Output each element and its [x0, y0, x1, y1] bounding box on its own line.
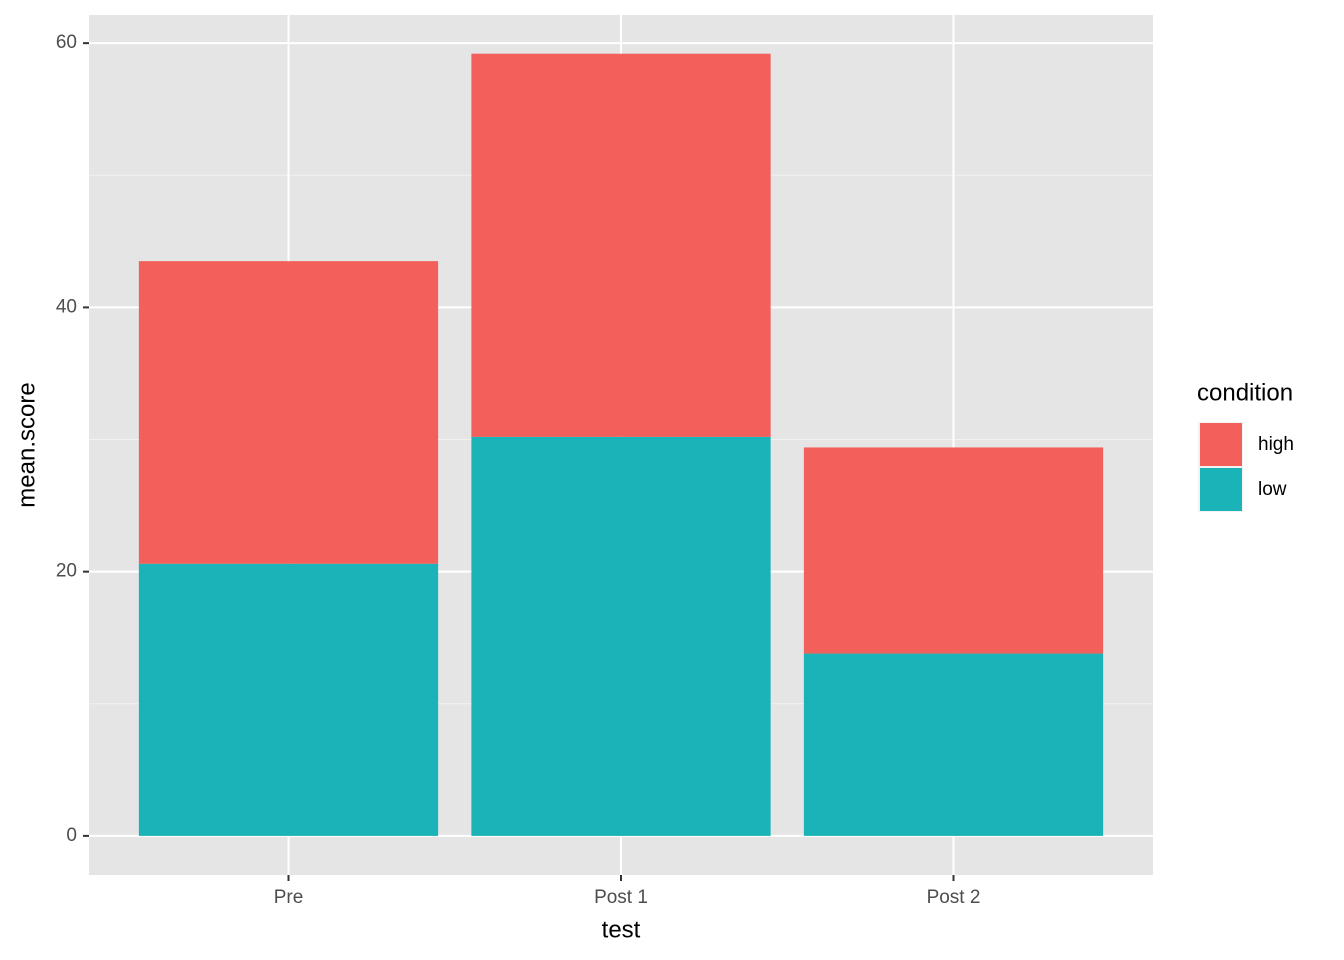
- legend-label: low: [1258, 479, 1287, 500]
- x-tick-label: Post 2: [927, 887, 981, 908]
- legend-title: condition: [1197, 379, 1293, 406]
- x-tick-label: Post 1: [594, 887, 648, 908]
- x-tick-label: Pre: [274, 887, 304, 908]
- bar-segment: [138, 563, 439, 836]
- bar-segment: [803, 447, 1104, 654]
- bar-segment: [803, 653, 1104, 836]
- y-tick-label: 0: [66, 825, 77, 846]
- bar-segment: [471, 53, 771, 437]
- legend-label: high: [1258, 434, 1294, 455]
- y-tick-label: 20: [56, 561, 77, 582]
- legend-key: [1200, 468, 1242, 511]
- legend-key: [1200, 423, 1242, 466]
- y-tick-label: 60: [56, 32, 77, 53]
- bar-segment: [138, 261, 439, 564]
- x-axis-title: test: [602, 916, 641, 943]
- bar-segment: [471, 436, 771, 836]
- y-axis-title: mean.score: [13, 382, 40, 507]
- y-tick-label: 40: [56, 296, 77, 317]
